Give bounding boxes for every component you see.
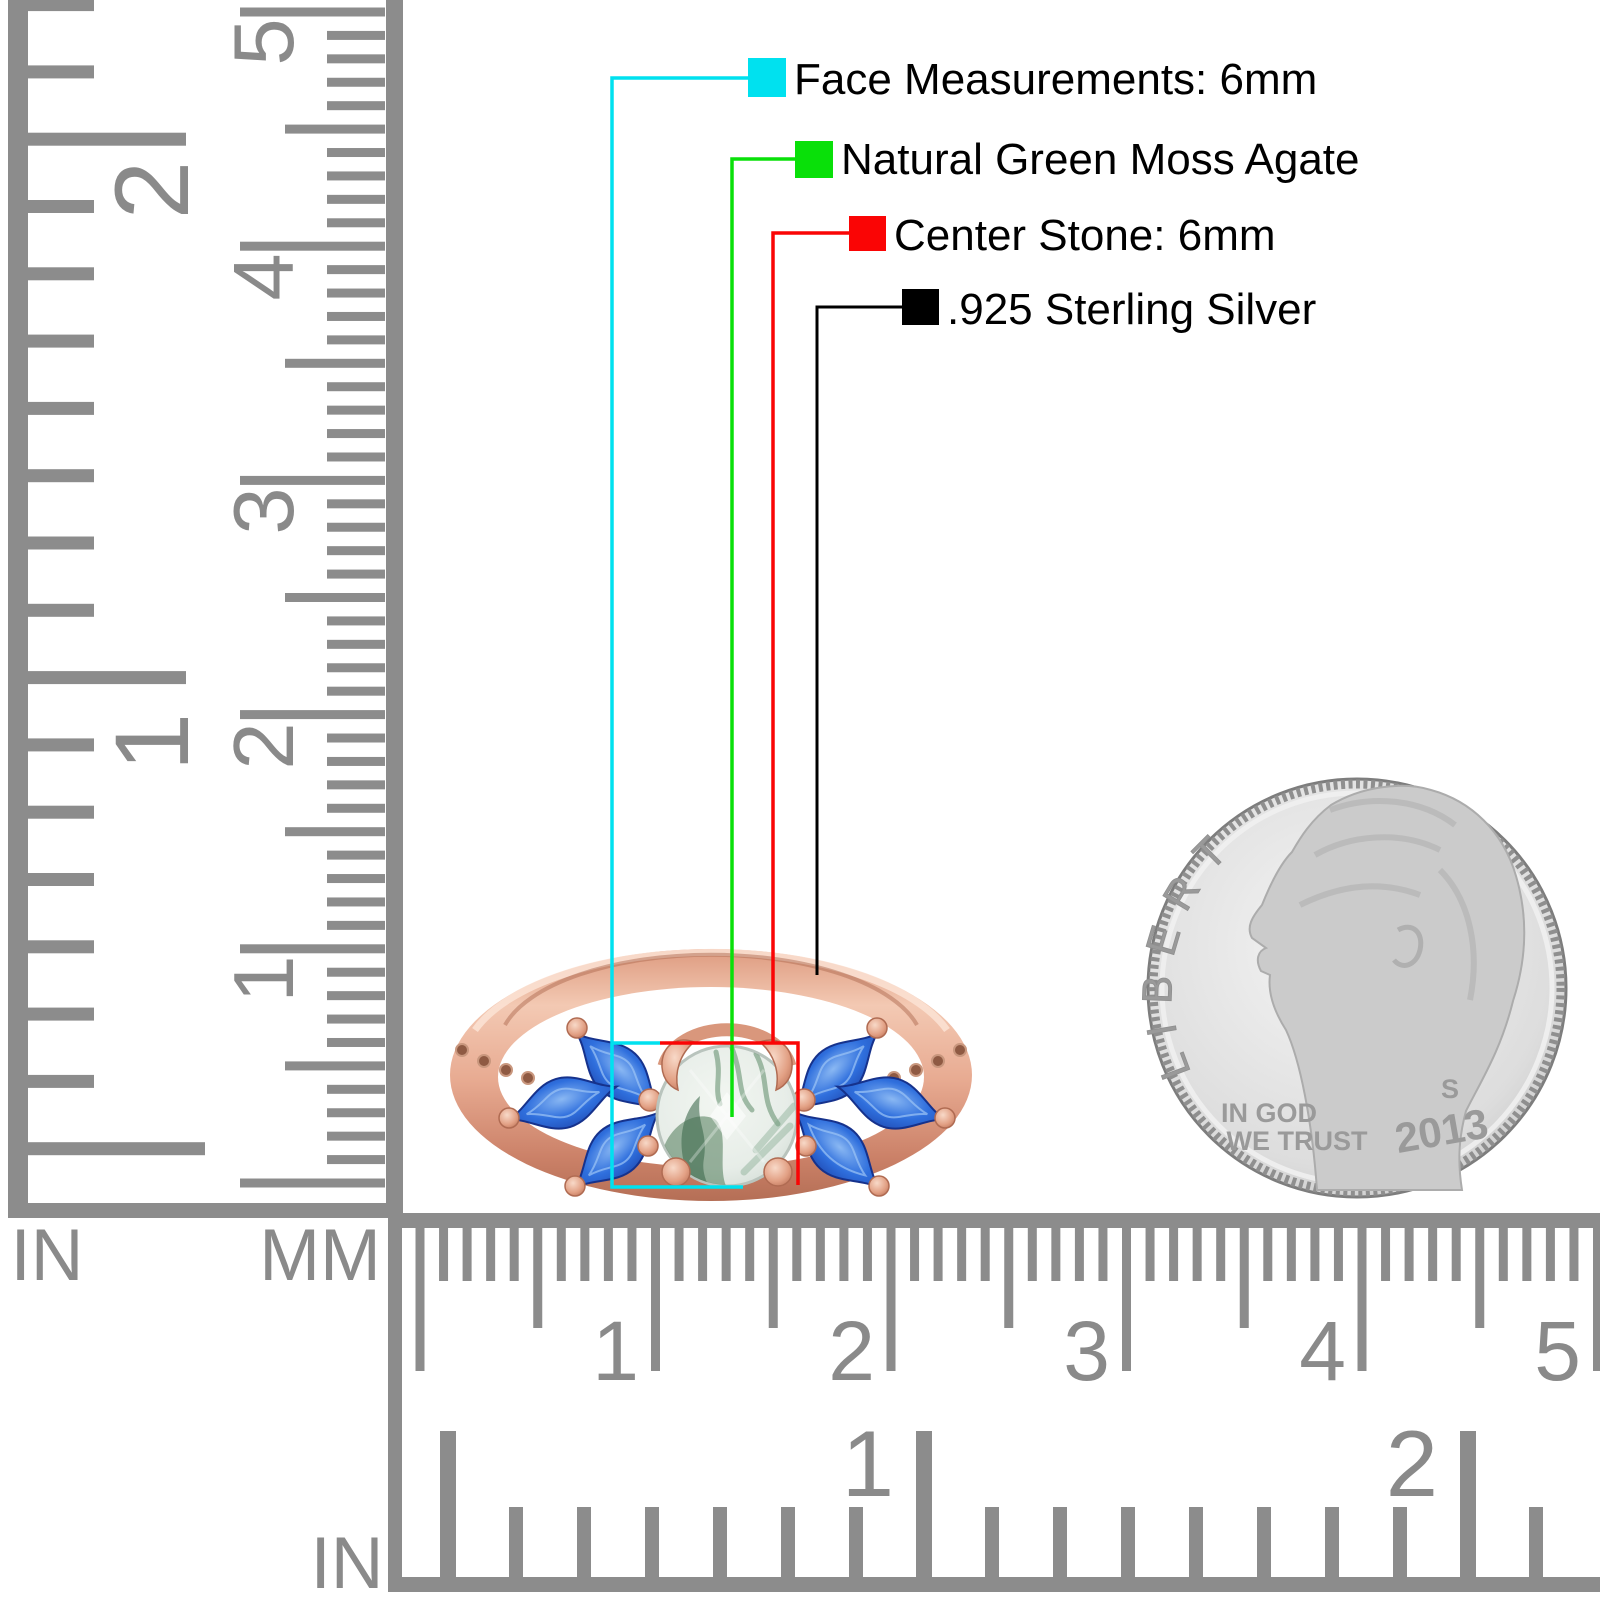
bottom-mm-ruler: 1 2 3 4 5 (388, 1213, 1600, 1592)
band-inner-shadow (503, 952, 919, 1026)
bottom-mm-label-5: 5 (1534, 1304, 1581, 1398)
callout-line-agate (730, 157, 795, 1117)
bottom-mm-ruler-ticks (415, 1228, 1600, 1371)
coin-mint-mark: S (1441, 1074, 1459, 1104)
bottom-ruler-bottom-bar (395, 1577, 1600, 1592)
callout-swatch-silver (902, 289, 939, 325)
left-inch-ruler-edge (8, 0, 28, 1218)
left-inch-ruler-ticks (28, 0, 205, 1156)
callout-swatch-center-stone (849, 216, 886, 251)
left-inch-ruler: 2 1 IN (8, 0, 403, 1296)
ring (450, 948, 972, 1201)
left-inch-label-2: 2 (94, 161, 211, 219)
prong-bottom-left (661, 1157, 691, 1187)
coin-motto-line1: IN GOD (1221, 1098, 1317, 1128)
callout-line-face (610, 76, 748, 1189)
coin-motto-line2: WE TRUST (1227, 1126, 1368, 1156)
coin-reeded-edge (1148, 779, 1566, 1197)
left-mm-ruler: 5 4 3 2 1 MM (217, 0, 403, 1296)
left-mm-label-1: 1 (217, 955, 312, 1002)
left-mm-label-5: 5 (217, 18, 312, 65)
bottom-inch-ruler-ticks (440, 1431, 1543, 1577)
bottom-mm-label-2: 2 (828, 1304, 875, 1398)
callout-line-center-stone (660, 231, 850, 1185)
left-mm-unit-label: MM (259, 1215, 381, 1296)
left-mm-label-3: 3 (217, 487, 312, 534)
left-mm-ruler-ticks (240, 7, 385, 1188)
callout-line-silver (815, 305, 903, 975)
band-highlight (472, 948, 950, 1033)
marquise-left-mid (506, 1076, 620, 1130)
callout-label-silver: .925 Sterling Silver (947, 285, 1316, 334)
callout-label-center-stone: Center Stone: 6mm (894, 211, 1276, 260)
callout-label-agate: Natural Green Moss Agate (841, 135, 1359, 184)
ear-detail (1392, 924, 1424, 968)
left-ruler-bottom-bar (8, 1203, 403, 1218)
left-inch-unit-label: IN (11, 1215, 84, 1296)
callout-swatch-agate (795, 141, 833, 178)
left-mm-ruler-edge (386, 0, 403, 1218)
bottom-mm-label-4: 4 (1299, 1304, 1346, 1398)
callout-swatch-face (748, 58, 786, 97)
bottom-mm-label-1: 1 (592, 1304, 639, 1398)
bottom-ruler-left-edge (388, 1213, 402, 1592)
callouts: Face Measurements: 6mm Natural Green Mos… (610, 55, 1359, 1189)
prong-bottom-right (763, 1157, 793, 1187)
bottom-mm-label-3: 3 (1063, 1304, 1110, 1398)
marquise-prongs (498, 1017, 956, 1197)
left-inch-label-1: 1 (94, 713, 211, 771)
bottom-inch-label-1: 1 (842, 1411, 894, 1516)
bottom-inch-ruler: 1 2 IN (311, 1411, 1600, 1600)
left-mm-label-4: 4 (217, 253, 312, 300)
bottom-inch-unit-label: IN (311, 1523, 384, 1600)
left-mm-label-2: 2 (217, 722, 312, 769)
bottom-inch-label-2: 2 (1386, 1411, 1438, 1516)
marquise-stones (506, 1031, 948, 1190)
hair-detail-lines (1298, 798, 1477, 1001)
bottom-ruler-top-bar (395, 1213, 1600, 1228)
callout-label-face: Face Measurements: 6mm (794, 55, 1317, 104)
